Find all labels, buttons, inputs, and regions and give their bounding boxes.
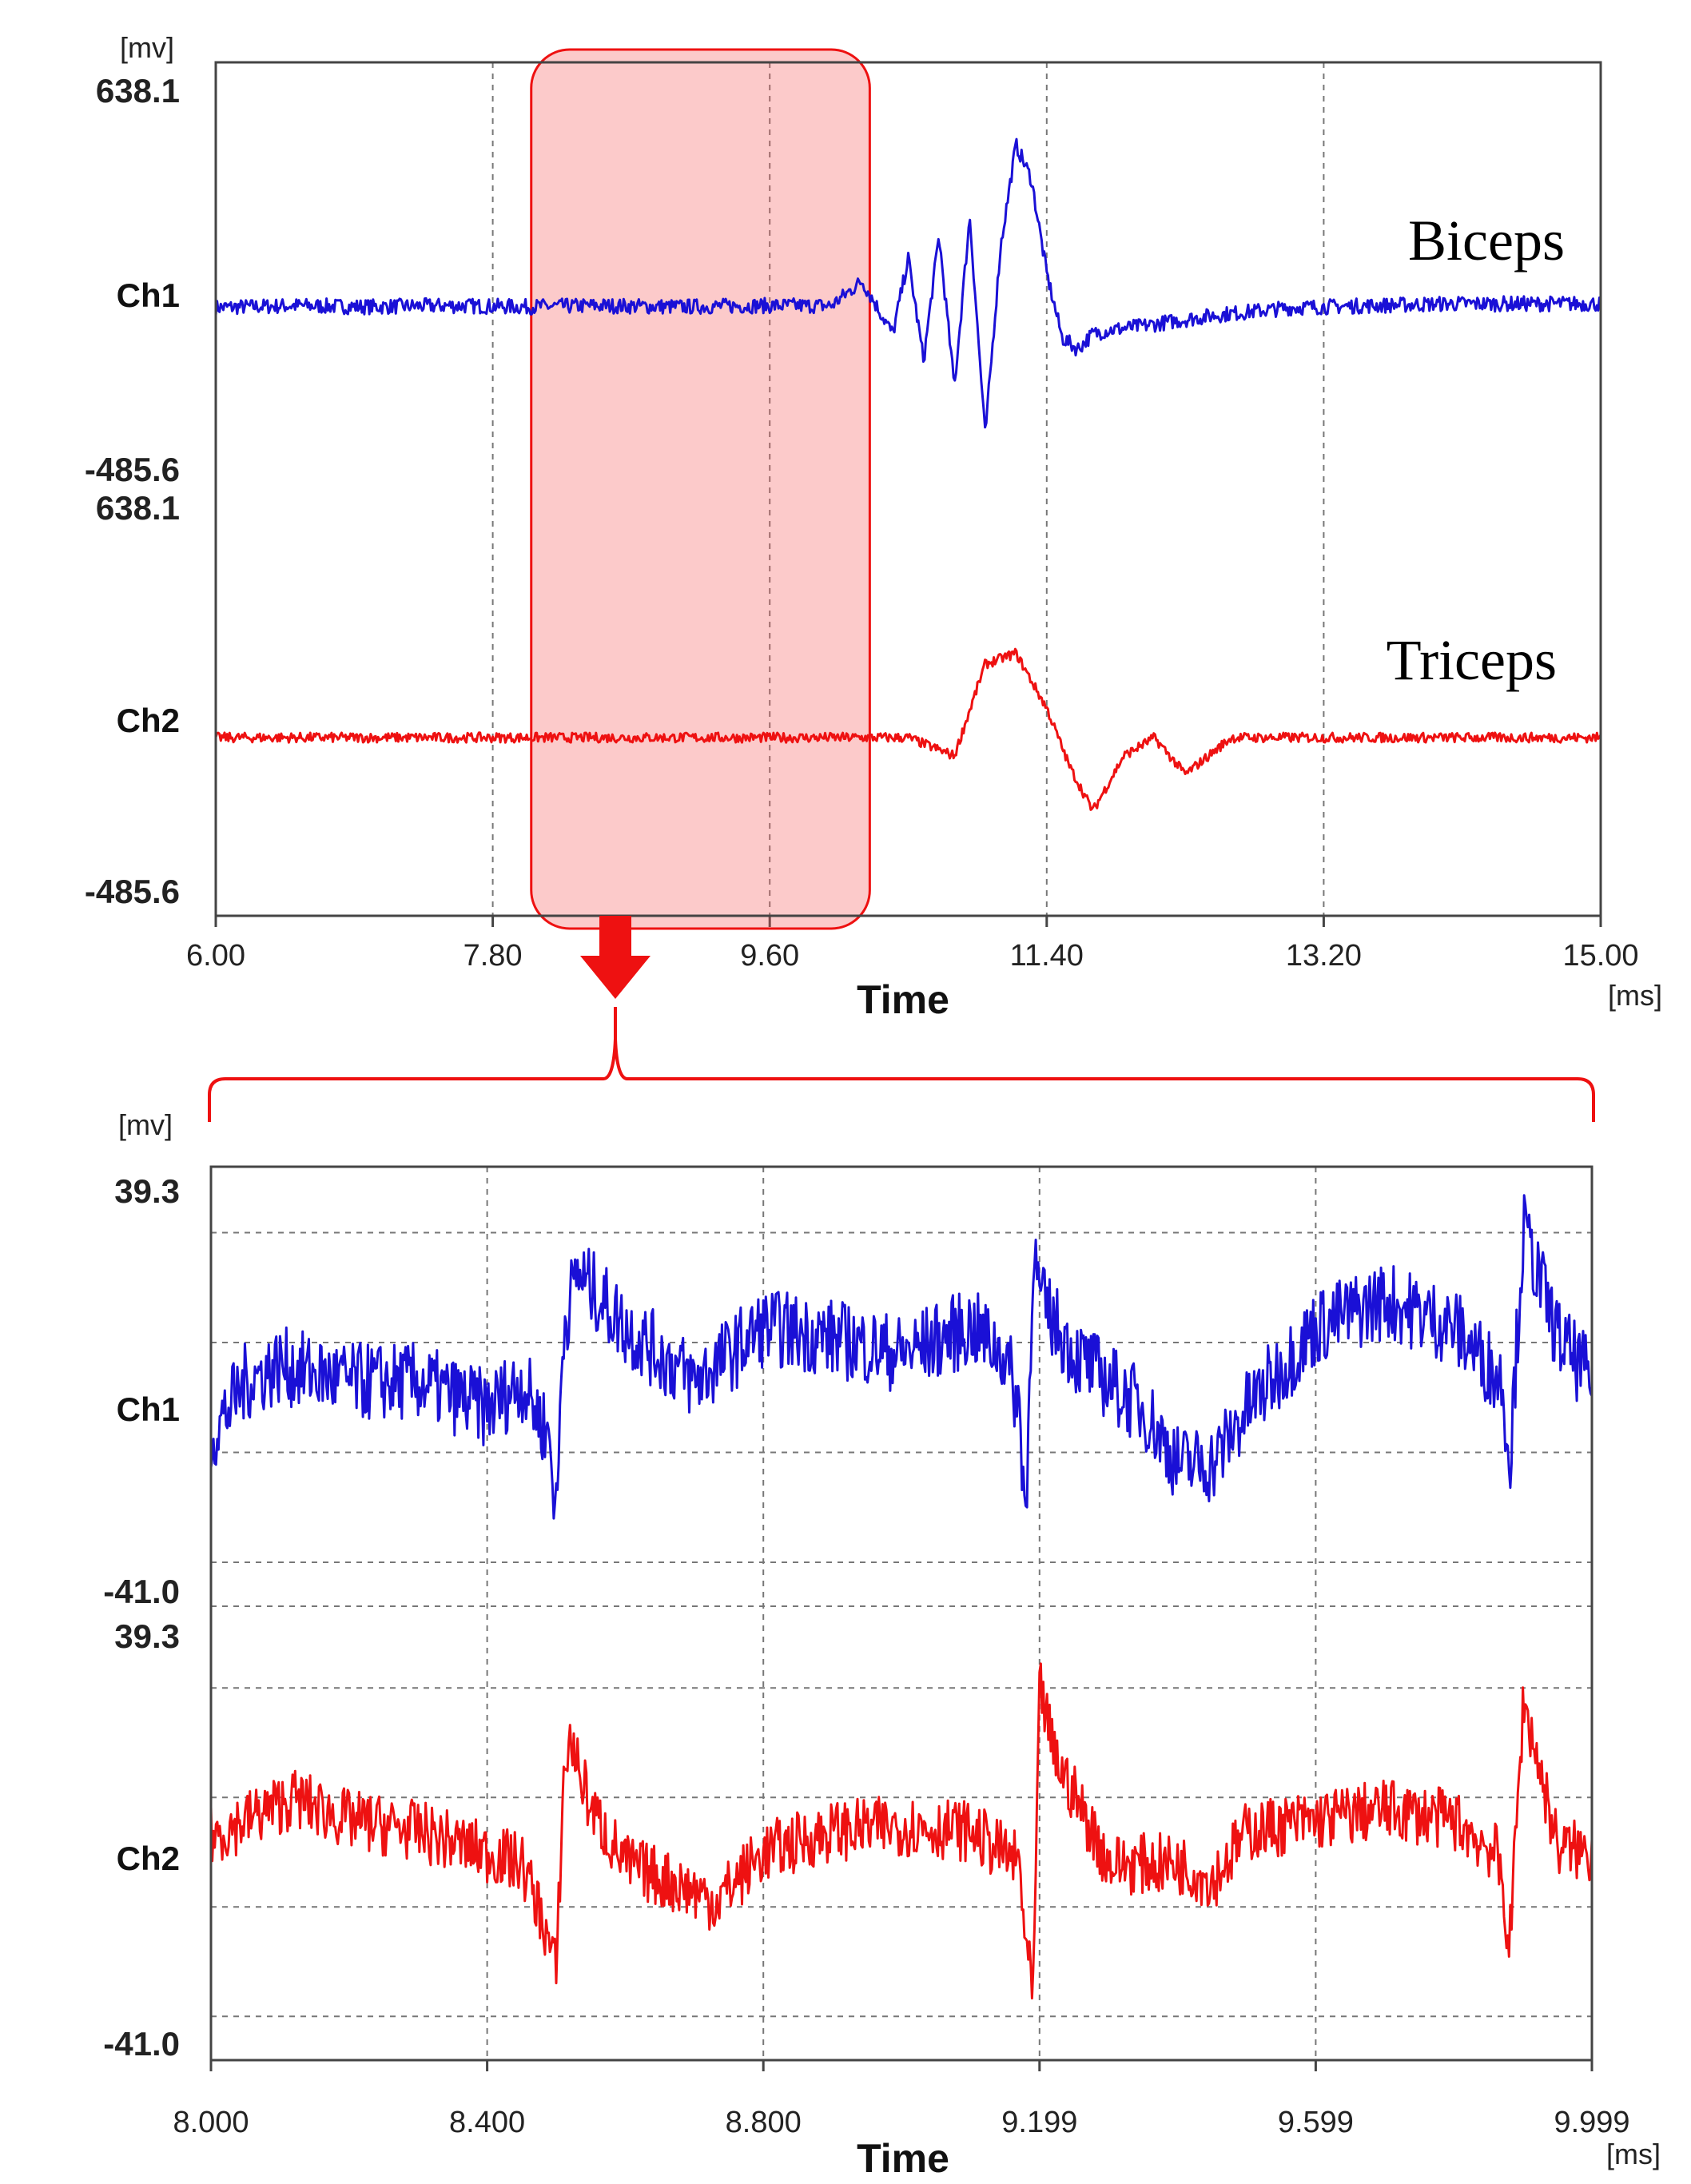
x-tick-label: 11.40 <box>1010 939 1084 973</box>
x-tick-labels: 6.00 7.80 9.60 11.40 13.20 15.00 <box>186 939 1639 973</box>
x-tick-label: 15.00 <box>1562 939 1638 973</box>
series-name-biceps: Biceps <box>1408 209 1565 273</box>
plot-frame <box>214 61 1602 917</box>
x-tick-label: 8.400 <box>449 2106 525 2139</box>
x-tick-label: 8.800 <box>726 2106 802 2139</box>
y-tick-label-ch2-max: 39.3 <box>114 1617 180 1655</box>
highlight-box <box>530 48 871 930</box>
channel-label-ch1: Ch1 <box>117 276 180 314</box>
y-tick-label-ch2-min: -41.0 <box>103 2025 180 2063</box>
plot-frame <box>209 1165 1594 2062</box>
series-line-ch2 <box>214 647 1602 811</box>
channel-label-ch2: Ch2 <box>117 1840 180 1877</box>
x-tick-label: 13.20 <box>1286 939 1362 973</box>
x-tick-labels: 8.000 8.400 8.800 9.199 9.599 9.999 <box>173 2106 1629 2139</box>
x-tick-label: 9.599 <box>1278 2106 1354 2139</box>
highlight-region <box>530 48 871 930</box>
x-unit-label: [ms] <box>1608 979 1662 1012</box>
zoom-arrow-head <box>580 956 651 999</box>
series-line-ch1 <box>209 1194 1594 1520</box>
y-tick-label-ch2-max: 638.1 <box>96 489 180 527</box>
series-name-triceps: Triceps <box>1387 628 1557 692</box>
x-tick-label: 9.199 <box>1001 2106 1077 2139</box>
zoom-arrow-shaft <box>599 916 631 956</box>
x-tick-label: 8.000 <box>173 2106 249 2139</box>
x-axis-title: Time <box>857 2136 949 2181</box>
y-tick-label-ch2-min: -485.6 <box>85 873 180 910</box>
y-unit-label: [mv] <box>120 31 174 64</box>
series-line-ch2 <box>209 1662 1594 2000</box>
grid-lines <box>214 62 1602 927</box>
x-tick-label: 6.00 <box>186 939 245 973</box>
series-line-ch1 <box>214 137 1601 429</box>
x-tick-label: 9.60 <box>740 939 799 973</box>
zoom-connector <box>208 916 1595 1122</box>
x-unit-label: [ms] <box>1606 2138 1661 2170</box>
zoomed-chart: [mv] 39.3 Ch1 -41.0 39.3 Ch2 -41.0 8.000… <box>103 1108 1661 2181</box>
zoom-bracket <box>208 1007 1595 1122</box>
y-tick-label-ch1-max: 39.3 <box>114 1172 180 1210</box>
y-tick-label-ch1-max: 638.1 <box>96 72 180 109</box>
channel-label-ch1: Ch1 <box>117 1390 180 1428</box>
channel-label-ch2: Ch2 <box>117 702 180 739</box>
x-tick-label: 9.999 <box>1554 2106 1629 2139</box>
overview-chart: [mv] 638.1 Ch1 -485.6 638.1 Ch2 -485.6 B… <box>85 31 1662 1022</box>
y-tick-label-ch1-min: -41.0 <box>103 1573 180 1610</box>
series-traces <box>214 137 1602 811</box>
y-unit-label: [mv] <box>118 1108 173 1141</box>
x-tick-label: 7.80 <box>464 939 523 973</box>
series-traces <box>209 1194 1594 2000</box>
x-axis-title: Time <box>857 977 949 1022</box>
y-tick-label-ch1-min: -485.6 <box>85 451 180 488</box>
